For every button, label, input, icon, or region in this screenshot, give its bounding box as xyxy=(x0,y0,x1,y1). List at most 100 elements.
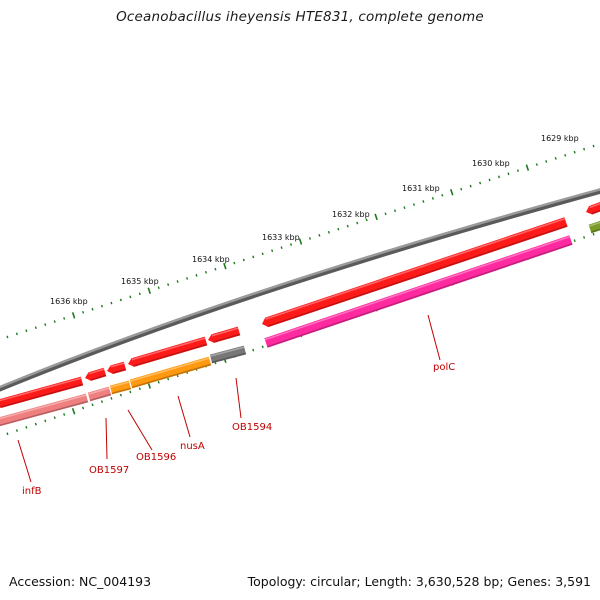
inner-scale-minor-tick xyxy=(138,387,141,391)
outer-scale-minor-tick xyxy=(403,206,406,209)
inner-scale-minor-tick xyxy=(583,236,586,239)
inner-scale-minor-tick xyxy=(15,429,18,432)
kbp-tick-label: 1630 kbp xyxy=(472,159,510,168)
outer-scale-minor-tick xyxy=(583,147,586,151)
kbp-tick-label: 1629 kbp xyxy=(541,134,579,143)
outer-scale-minor-tick xyxy=(460,187,463,191)
inner-scale-minor-tick xyxy=(91,403,94,407)
outer-scale-minor-tick xyxy=(82,310,85,314)
label-leader-line xyxy=(235,377,242,419)
label-leader-layer xyxy=(17,314,441,483)
outer-scale-minor-tick xyxy=(592,144,595,148)
outer-scale-minor-tick xyxy=(441,193,444,197)
outer-scale-minor-tick xyxy=(573,150,576,154)
inner-scale-minor-tick xyxy=(119,393,122,397)
gene-block xyxy=(588,220,600,234)
inner-scale-minor-tick xyxy=(157,380,160,384)
cds-block-polC xyxy=(262,217,568,328)
outer-scale-minor-tick xyxy=(204,270,208,274)
gene-label-polc[interactable]: polC xyxy=(433,362,455,373)
gene-block-OB1594 xyxy=(209,345,247,364)
outer-scale-minor-tick xyxy=(167,283,170,286)
inner-scale-minor-tick xyxy=(100,400,104,403)
outer-scale-minor-tick xyxy=(186,277,189,280)
outer-scale-minor-tick xyxy=(337,227,340,231)
outer-scale-minor-tick xyxy=(176,280,179,283)
outer-scale-minor-tick xyxy=(242,258,245,262)
gene-label-ob1597[interactable]: OB1597 xyxy=(89,465,129,476)
kbp-tick-label: 1635 kbp xyxy=(121,277,159,286)
outer-scale-minor-tick xyxy=(100,304,104,308)
cds-block xyxy=(0,376,84,409)
outer-scale-minor-tick xyxy=(138,292,141,296)
outer-scale-minor-tick xyxy=(252,255,255,259)
outer-scale-minor-tick xyxy=(318,233,321,237)
map-title: Oceanobacillus iheyensis HTE831, complet… xyxy=(116,9,484,25)
inner-scale-minor-tick xyxy=(25,425,28,429)
outer-scale-minor-tick xyxy=(535,163,538,166)
label-leader-line xyxy=(17,439,32,483)
outer-scale-minor-tick xyxy=(365,218,368,222)
cds-block xyxy=(586,202,600,215)
gene-label-nusa[interactable]: nusA xyxy=(180,441,205,452)
inner-scale-minor-tick xyxy=(261,345,264,349)
outer-scale-minor-tick xyxy=(119,298,122,302)
kbp-tick-label: 1632 kbp xyxy=(332,210,370,219)
outer-scale-minor-tick xyxy=(110,301,113,305)
gene-block-infB xyxy=(0,393,89,427)
inner-scale-minor-tick xyxy=(34,422,37,426)
gene-label-ob1596[interactable]: OB1596 xyxy=(136,452,176,463)
outer-scale-minor-tick xyxy=(91,307,94,311)
cds-block xyxy=(85,367,107,381)
gene-block-OB1597 xyxy=(87,386,112,402)
inner-scale-minor-tick xyxy=(63,413,66,416)
kbp-tick-label: 1636 kbp xyxy=(50,297,88,306)
outer-scale-minor-tick xyxy=(25,329,28,333)
outer-scale-minor-tick xyxy=(308,237,311,240)
genome-summary-text: Topology: circular; Length: 3,630,528 bp… xyxy=(247,574,591,589)
outer-scale-minor-tick xyxy=(564,153,567,157)
gene-block-polC xyxy=(264,235,573,348)
outer-scale-minor-tick xyxy=(356,221,359,225)
outer-scale-minor-tick xyxy=(327,230,330,234)
outer-scale-minor-tick xyxy=(280,246,283,250)
genome-backbone-shadow xyxy=(0,188,600,392)
tick-label-layer: 1629 kbp 1630 kbp 1631 kbp 1632 kbp 1633 kbp… xyxy=(50,134,579,306)
outer-scale-minor-tick xyxy=(157,286,160,290)
outer-scale-minor-tick xyxy=(346,224,349,228)
outer-scale-minor-tick xyxy=(271,249,274,253)
outer-scale-minor-tick xyxy=(53,320,56,323)
outer-scale-minor-tick xyxy=(34,326,37,330)
kbp-tick-label: 1631 kbp xyxy=(402,184,440,193)
outer-scale-minor-tick xyxy=(44,323,47,326)
outer-scale-minor-tick xyxy=(488,178,491,182)
label-leader-line xyxy=(427,314,441,361)
inner-scale-minor-tick xyxy=(44,419,47,423)
outer-scale-minor-tick xyxy=(545,160,548,163)
outer-scale-minor-tick xyxy=(497,175,501,179)
outer-scale-minor-tick xyxy=(516,169,519,173)
inner-scale-minor-tick xyxy=(592,232,595,236)
outer-scale-minor-tick xyxy=(129,295,132,299)
gene-block-OB1596 xyxy=(109,380,132,395)
outer-scale-major-tick xyxy=(374,213,378,221)
inner-scale-minor-tick xyxy=(167,377,170,381)
outer-scale-minor-tick xyxy=(63,317,66,320)
outer-scale-major-tick xyxy=(147,287,152,295)
gene-layer xyxy=(0,202,600,427)
outer-scale-minor-tick xyxy=(195,274,198,277)
gene-label-ob1594[interactable]: OB1594 xyxy=(232,422,272,433)
inner-scale-minor-tick xyxy=(129,390,132,394)
outer-scale-minor-tick xyxy=(422,200,425,203)
outer-scale-minor-tick xyxy=(554,157,557,160)
outer-scale-minor-tick xyxy=(469,184,472,188)
gene-label-infb[interactable]: infB xyxy=(22,486,42,497)
outer-scale-minor-tick xyxy=(214,267,217,271)
genome-backbone xyxy=(0,188,600,389)
accession-text: Accession: NC_004193 xyxy=(9,574,152,589)
outer-scale-major-tick xyxy=(71,312,76,319)
label-leader-line xyxy=(177,395,191,438)
gene-label-layer: polC OB1594 nusA OB1596 OB1597 infB xyxy=(22,362,455,497)
outer-scale-major-tick xyxy=(298,238,303,245)
